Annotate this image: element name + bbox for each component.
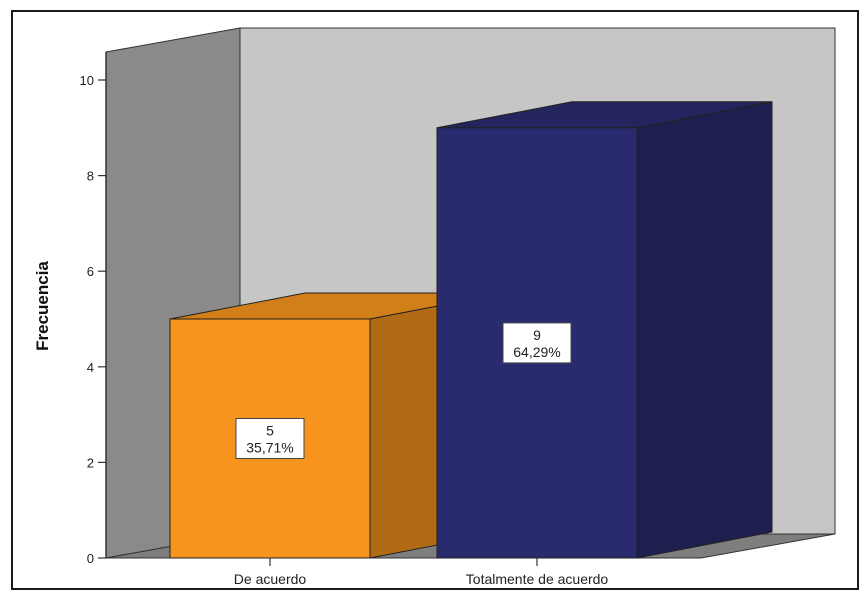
data-label-box: [235, 418, 305, 459]
x-tick-label: De acuerdo: [234, 571, 307, 587]
y-tick-label: 10: [80, 73, 94, 88]
data-label-box: [502, 322, 572, 364]
y-tick-label: 4: [87, 360, 94, 375]
bar-side-face: [636, 101, 773, 559]
data-label-count: 9: [533, 327, 541, 343]
bar-data-label: 964,29%: [502, 322, 572, 364]
y-ticks: 0 2 4 6 8 10: [80, 73, 106, 566]
x-tick-label: Totalmente de acuerdo: [466, 571, 609, 587]
x-labels: De acuerdo Totalmente de acuerdo: [234, 558, 609, 587]
bars: 535,71% 964,29%: [169, 101, 773, 559]
y-tick-label: 0: [87, 551, 94, 566]
bar-data-label: 535,71%: [235, 418, 305, 459]
data-label-count: 5: [266, 423, 274, 439]
y-tick-label: 2: [87, 455, 94, 470]
data-label-percent: 35,71%: [246, 440, 293, 456]
y-axis-title: Frecuencia: [33, 261, 52, 351]
y-tick-label: 8: [87, 169, 94, 184]
data-label-percent: 64,29%: [513, 344, 560, 360]
bar-2: 964,29%: [436, 101, 773, 559]
y-tick-label: 6: [87, 264, 94, 279]
